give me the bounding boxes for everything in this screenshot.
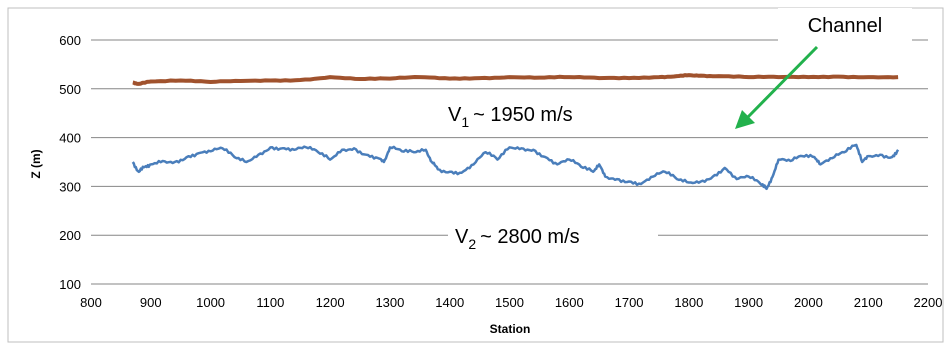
y-tick-label: 100 [59,277,81,292]
annotation-v1: V1 ~ 1950 m/s [448,104,573,130]
annotation-v1-sub: 1 [461,114,469,130]
y-tick-label: 600 [59,33,81,48]
x-tick-label: 900 [140,295,162,310]
x-tick-label: 1000 [196,295,225,310]
series-line-2 [131,143,900,191]
channel-arrow-head [735,110,755,129]
annotation-v1-text: ~ 1950 m/s [473,104,573,126]
annotation-v1-prefix: V [448,104,462,126]
channel-label-bg [778,8,912,44]
y-axis-title: Z (m) [29,149,43,178]
x-tick-label: 2100 [854,295,883,310]
annotation-v2: V2 ~ 2800 m/s [455,226,580,252]
y-tick-label: 300 [59,179,81,194]
x-tick-label: 1300 [375,295,404,310]
channel-arrow [735,45,819,129]
x-axis-title: Station [490,322,531,336]
x-tick-label: 800 [80,295,102,310]
x-tick-labels: 800 900 1000 1100 1200 1300 1400 1500 1600 1700 18… [80,295,942,310]
annotation-v2-bg [448,218,658,252]
x-tick-label: 1400 [435,295,464,310]
x-tick-label: 1200 [316,295,345,310]
annotation-v2-text: ~ 2800 m/s [480,226,580,248]
x-tick-label: 1700 [615,295,644,310]
chart-border [7,7,944,343]
y-tick-label: 500 [59,82,81,97]
x-tick-label: 1100 [256,295,284,310]
y-tick-labels: 100 200 300 400 500 600 [59,33,81,292]
x-tick-label: 1600 [555,295,584,310]
annotation-v2-prefix: V [455,226,469,248]
y-tick-label: 200 [59,228,81,243]
channel-label: Channel [808,15,883,37]
channel-arrow-shaft [745,45,819,120]
annotation-v2-sub: 2 [468,236,476,252]
series-line-1 [131,73,899,86]
series-group [131,73,900,191]
gridlines [91,39,928,236]
y-tick-label: 400 [59,131,81,146]
x-tick-label: 1800 [674,295,703,310]
x-tick-label: 1900 [734,295,763,310]
x-tick-label: 2200 [914,295,943,310]
x-tick-label: 1500 [495,295,524,310]
x-tick-label: 2000 [794,295,823,310]
